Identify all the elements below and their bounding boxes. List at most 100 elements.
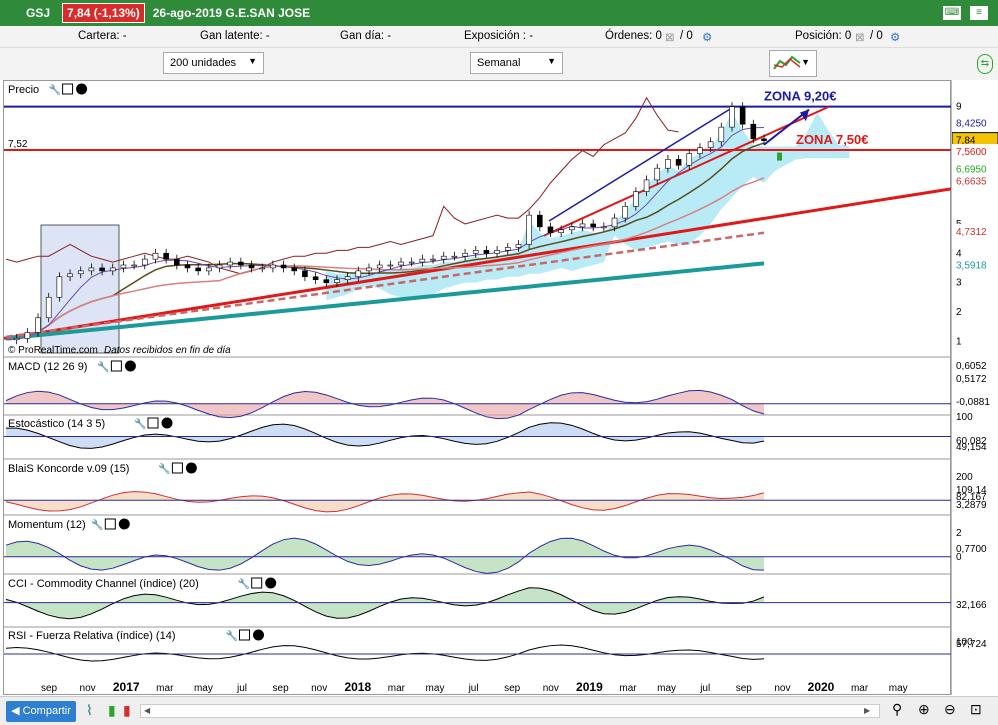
horizontal-scrollbar[interactable]: ◀ ▶ [140,704,880,718]
candle-body [750,123,757,140]
candle-body [665,159,671,169]
ordenes-gear-icon[interactable]: ⚙ [702,32,713,44]
stochastic-line [5,422,765,449]
window-icon [110,360,122,372]
indicator-scale-value: 100 [956,637,973,648]
candle-body [334,279,340,283]
price-tag-value: 6,6950 [956,165,987,176]
x-tick-label: sep [736,683,753,694]
candle-body [430,258,436,261]
ichimoku-cloud [326,112,850,301]
x-tick-label: sep [273,683,290,694]
title-bar: GSJ 7,84 (-1,13%) 26-ago-2019 G.E.SAN JO… [0,0,998,26]
candle-body [302,270,308,278]
keyboard-icon[interactable]: ⌨ [942,6,961,20]
indicator-title-4-label: Momentum (12) [8,519,86,531]
candle-body [579,223,586,228]
cartera-label: Cartera: - [78,30,127,42]
indicator-title-6: RSI - Fuerza Relativa (índice) (14) 🔧 [8,629,264,642]
candle-body [120,264,127,269]
price-tag-bg [952,257,998,271]
candle-body [184,264,191,269]
zoom-in-icon[interactable]: ⊕ [918,701,930,717]
indicator-scale-value: 0,5172 [956,374,987,385]
grab-icon[interactable]: ⚲ [892,701,903,717]
x-tick-label: jul [236,683,247,694]
candle-body [376,264,383,269]
cci-area [6,587,764,619]
credit-note: Datos recibidos en fin de día [104,345,231,356]
chevron-down-icon: ▼ [547,56,556,66]
candle-body [601,226,607,229]
side-panel-toggle-icon[interactable]: ⇆ [977,54,993,74]
candle-body [174,258,180,266]
chart-type-button[interactable]: ▼ [769,50,817,77]
candle-body [622,206,629,219]
candle-body [77,270,84,275]
posicion-close-icon[interactable]: ⊠ [855,32,865,44]
chart-style-icon [773,55,801,70]
candle-body [419,258,426,263]
indicator-scale-value: 49,154 [956,442,987,453]
price-tag-value: 7,84 [956,136,976,147]
wrench-icon: 🔧 [238,577,250,590]
candle-body [643,179,650,192]
candle-body [366,267,372,272]
ma-10 [5,142,765,341]
candle-body [227,261,233,266]
koncorde-line [5,491,765,513]
window-icon [62,83,74,95]
y-tick-label: 1 [956,336,962,347]
x-tick-label: may [194,683,213,694]
portfolio-info-bar: Cartera: - Gan latente: - Gan día: - Exp… [0,26,998,48]
candle-body [355,270,362,278]
macd-area [6,390,764,419]
x-tick-label: sep [41,683,58,694]
price-tag-value: 6,6635 [956,176,987,187]
zona-7-annotation: ZONA 7,50€ [796,132,869,147]
menu-icon[interactable]: ≡ [970,6,988,20]
x-tick-label: jul [699,683,710,694]
price-panel-title: Precio 🔧 [8,83,88,96]
candle-body [761,138,767,141]
window-icon [251,577,263,589]
candle-red-icon[interactable]: ▮ [123,702,131,718]
posicion-gear-icon[interactable]: ⚙ [890,32,901,44]
control-bar: 200 unidades ▼ Semanal ▼ ▼ ⇆ [0,48,998,80]
scroll-right-icon[interactable]: ▶ [864,706,871,715]
chevron-down-icon: ▼ [801,57,810,67]
rsi-line [5,644,765,662]
candle-icon[interactable]: ▮ [108,702,116,718]
price-change-badge: 7,84 (-1,13%) [62,3,145,23]
indicator-scale-value: 0 [956,552,962,563]
credit-text: © ProRealTime.com [8,345,98,356]
candle-body [526,214,532,245]
x-tick-label: may [426,683,445,694]
candle-body [569,226,575,231]
x-tick-label: nov [80,683,96,694]
close-icon [265,577,277,589]
wrench-icon: 🔧 [91,518,103,531]
wrench-icon: 🔧 [226,629,238,642]
ordenes-close-icon[interactable]: ⊠ [665,32,675,44]
dashed-ma [5,231,765,339]
ma-20 [5,177,765,341]
scroll-left-icon[interactable]: ◀ [144,706,151,715]
candle-body [344,276,351,280]
indicator-scale-value: 57,724 [956,639,987,650]
units-select-value: 200 unidades [170,57,237,69]
price-tag-value: 3,5918 [956,260,987,271]
x-tick-label: may [889,683,908,694]
units-select[interactable]: 200 unidades ▼ [163,52,264,74]
period-select[interactable]: Semanal ▼ [470,52,563,74]
candle-body [547,226,554,234]
share-button[interactable]: ◀ Compartir [6,701,76,722]
zoom-fit-icon[interactable]: ⊡ [970,701,982,717]
x-tick-label: mar [156,683,174,694]
window-icon [239,629,250,641]
drawing-tool-icon[interactable]: ⌇ [86,702,93,718]
candle-body [248,264,255,269]
y-tick-label: 4 [956,248,962,259]
price-panel-title-label: Precio [8,84,39,96]
zoom-out-icon[interactable]: ⊖ [944,701,956,717]
